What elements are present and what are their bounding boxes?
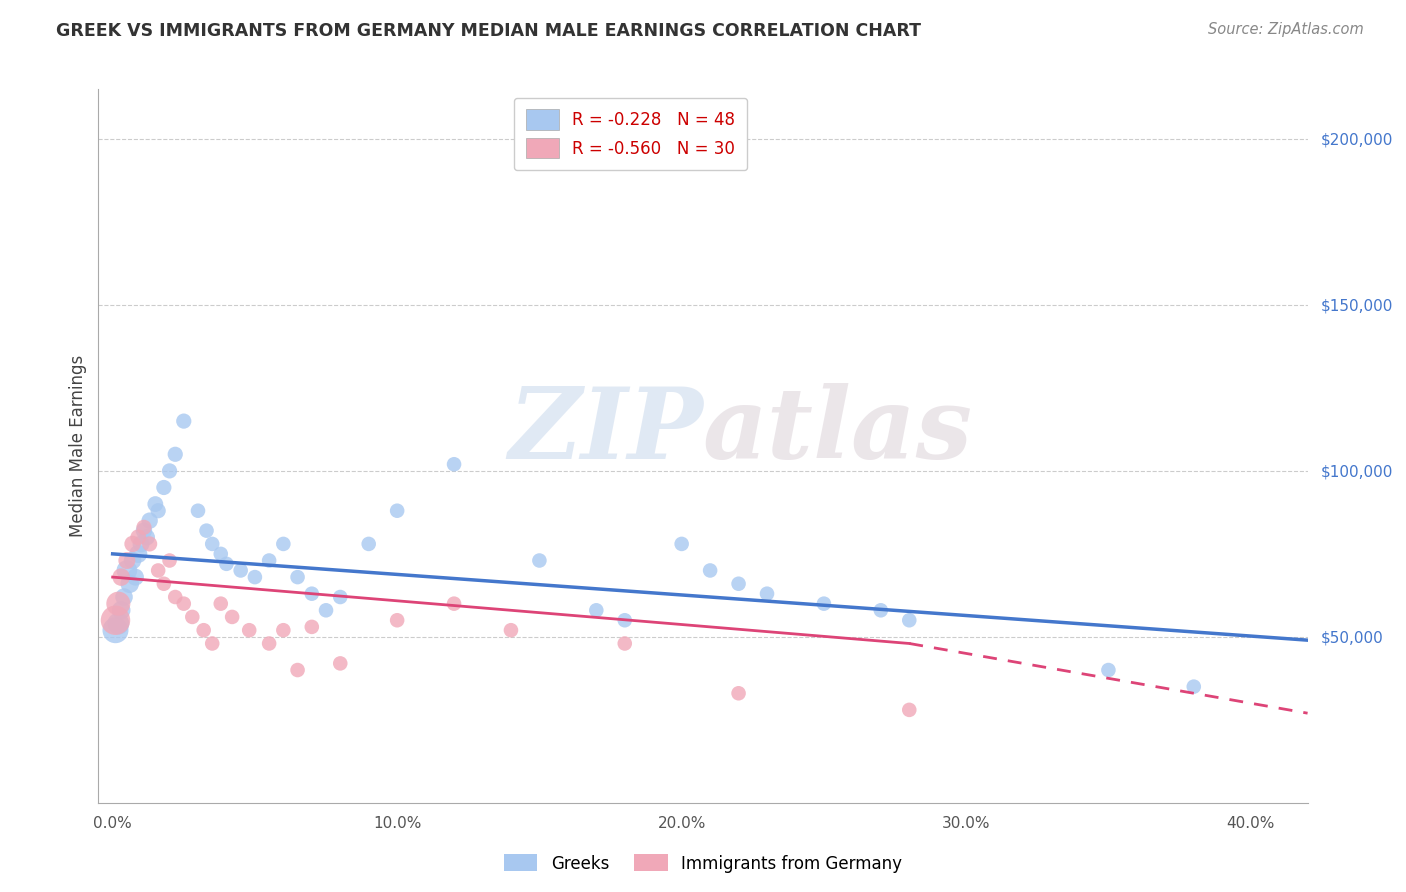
Point bbox=[143, 497, 166, 511]
Point bbox=[1097, 663, 1119, 677]
Point bbox=[301, 587, 323, 601]
Point bbox=[121, 553, 143, 567]
Point bbox=[443, 457, 465, 471]
Point bbox=[699, 564, 721, 578]
Point bbox=[201, 537, 224, 551]
Point bbox=[181, 610, 204, 624]
Point bbox=[257, 636, 280, 650]
Point bbox=[110, 570, 132, 584]
Point bbox=[159, 553, 181, 567]
Point bbox=[585, 603, 607, 617]
Point bbox=[273, 537, 295, 551]
Point bbox=[1182, 680, 1205, 694]
Point bbox=[127, 530, 149, 544]
Y-axis label: Median Male Earnings: Median Male Earnings bbox=[69, 355, 87, 537]
Point bbox=[257, 553, 280, 567]
Point bbox=[499, 624, 522, 638]
Point bbox=[193, 624, 215, 638]
Point bbox=[329, 590, 352, 604]
Point bbox=[165, 590, 187, 604]
Point bbox=[238, 624, 260, 638]
Point bbox=[201, 636, 224, 650]
Point bbox=[898, 703, 921, 717]
Point bbox=[107, 616, 129, 631]
Point bbox=[898, 613, 921, 627]
Point bbox=[107, 597, 129, 611]
Legend: R = -0.228   N = 48, R = -0.560   N = 30: R = -0.228 N = 48, R = -0.560 N = 30 bbox=[515, 97, 747, 169]
Point bbox=[121, 537, 143, 551]
Point bbox=[173, 597, 195, 611]
Point bbox=[727, 576, 749, 591]
Point bbox=[195, 524, 218, 538]
Point bbox=[756, 587, 779, 601]
Point bbox=[104, 613, 127, 627]
Point bbox=[112, 590, 135, 604]
Point bbox=[104, 624, 127, 638]
Point bbox=[385, 613, 408, 627]
Point bbox=[813, 597, 835, 611]
Text: Source: ZipAtlas.com: Source: ZipAtlas.com bbox=[1208, 22, 1364, 37]
Point bbox=[529, 553, 551, 567]
Point bbox=[215, 557, 238, 571]
Text: atlas: atlas bbox=[703, 384, 973, 480]
Point bbox=[229, 564, 252, 578]
Point bbox=[443, 597, 465, 611]
Point bbox=[869, 603, 891, 617]
Text: ZIP: ZIP bbox=[508, 384, 703, 480]
Legend: Greeks, Immigrants from Germany: Greeks, Immigrants from Germany bbox=[498, 847, 908, 880]
Point bbox=[129, 537, 152, 551]
Point bbox=[243, 570, 266, 584]
Point bbox=[315, 603, 337, 617]
Point bbox=[209, 547, 232, 561]
Point bbox=[153, 576, 176, 591]
Point bbox=[115, 553, 138, 567]
Point bbox=[153, 481, 176, 495]
Point bbox=[146, 504, 169, 518]
Point bbox=[671, 537, 693, 551]
Point bbox=[118, 576, 141, 591]
Point bbox=[173, 414, 195, 428]
Point bbox=[287, 663, 309, 677]
Point bbox=[165, 447, 187, 461]
Point bbox=[727, 686, 749, 700]
Point bbox=[159, 464, 181, 478]
Point bbox=[221, 610, 243, 624]
Point bbox=[132, 520, 155, 534]
Text: GREEK VS IMMIGRANTS FROM GERMANY MEDIAN MALE EARNINGS CORRELATION CHART: GREEK VS IMMIGRANTS FROM GERMANY MEDIAN … bbox=[56, 22, 921, 40]
Point bbox=[273, 624, 295, 638]
Point bbox=[132, 524, 155, 538]
Point bbox=[127, 547, 149, 561]
Point bbox=[613, 636, 636, 650]
Point bbox=[329, 657, 352, 671]
Point bbox=[135, 530, 157, 544]
Point bbox=[301, 620, 323, 634]
Point bbox=[138, 537, 160, 551]
Point bbox=[571, 155, 593, 169]
Point bbox=[357, 537, 380, 551]
Point bbox=[209, 597, 232, 611]
Point bbox=[287, 570, 309, 584]
Point bbox=[138, 514, 160, 528]
Point bbox=[146, 564, 169, 578]
Point bbox=[115, 564, 138, 578]
Point bbox=[613, 613, 636, 627]
Point bbox=[385, 504, 408, 518]
Point bbox=[124, 570, 146, 584]
Point bbox=[110, 603, 132, 617]
Point bbox=[187, 504, 209, 518]
